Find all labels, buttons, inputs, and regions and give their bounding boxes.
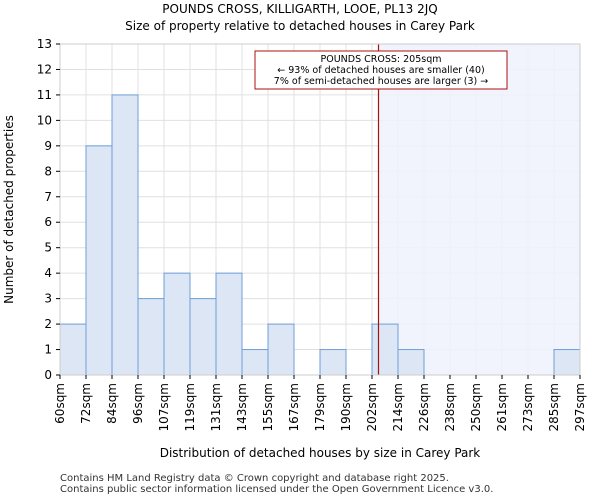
x-tick-label: 190sqm <box>339 383 353 431</box>
x-tick-label: 202sqm <box>365 383 379 431</box>
x-tick-label: 261sqm <box>495 383 509 431</box>
bar <box>371 323 399 376</box>
x-tick-label: 226sqm <box>417 383 431 431</box>
bar <box>85 145 113 376</box>
x-tick-label: 155sqm <box>261 383 275 431</box>
x-tick-label: 167sqm <box>287 383 301 431</box>
annotation-line: POUNDS CROSS: 205sqm <box>321 54 442 65</box>
x-tick-label: 72sqm <box>79 383 93 424</box>
x-tick-label: 60sqm <box>53 383 67 424</box>
bar <box>397 349 425 376</box>
footer-line-1: Contains HM Land Registry data © Crown c… <box>60 473 449 484</box>
x-tick-label: 119sqm <box>183 383 197 431</box>
x-tick-label: 250sqm <box>469 383 483 431</box>
y-tick-label: 6 <box>44 215 52 229</box>
y-tick-label: 11 <box>37 88 52 102</box>
y-tick-label: 9 <box>44 139 52 153</box>
y-tick-label: 8 <box>44 164 52 178</box>
x-tick-label: 84sqm <box>105 383 119 424</box>
x-tick-label: 131sqm <box>209 383 223 431</box>
y-tick-label: 13 <box>37 37 52 51</box>
y-tick-label: 7 <box>44 190 52 204</box>
chart-title: POUNDS CROSS, KILLIGARTH, LOOE, PL13 2JQ <box>162 2 438 16</box>
x-tick-label: 273sqm <box>521 383 535 431</box>
bar <box>553 349 581 376</box>
x-tick-label: 214sqm <box>391 383 405 431</box>
bar <box>137 298 165 376</box>
bar <box>59 323 87 376</box>
bar <box>267 323 295 376</box>
y-tick-label: 5 <box>44 241 52 255</box>
y-tick-label: 4 <box>44 266 52 280</box>
x-tick-label: 297sqm <box>573 383 587 431</box>
x-axis-label: Distribution of detached houses by size … <box>160 446 481 460</box>
x-tick-label: 285sqm <box>547 383 561 431</box>
x-tick-label: 179sqm <box>313 383 327 431</box>
bar <box>215 272 243 376</box>
annotation-box <box>254 50 508 90</box>
y-tick-label: 0 <box>44 368 52 382</box>
bar <box>111 94 139 376</box>
bar <box>163 272 191 376</box>
y-axis-label: Number of detached properties <box>2 115 16 304</box>
footer-line-2: Contains public sector information licen… <box>60 484 494 495</box>
x-tick-label: 238sqm <box>443 383 457 431</box>
x-tick-label: 107sqm <box>157 383 171 431</box>
y-tick-label: 12 <box>37 62 52 76</box>
y-tick-label: 3 <box>44 292 52 306</box>
x-tick-label: 96sqm <box>131 383 145 424</box>
annotation-line: ← 93% of detached houses are smaller (40… <box>277 65 484 76</box>
y-tick-label: 2 <box>44 317 52 331</box>
x-tick-label: 143sqm <box>235 383 249 431</box>
larger-region-shade <box>378 44 580 375</box>
y-tick-label: 10 <box>37 113 52 127</box>
annotation-line: 7% of semi-detached houses are larger (3… <box>274 76 488 87</box>
chart-subtitle: Size of property relative to detached ho… <box>125 19 475 33</box>
bar <box>319 349 347 376</box>
y-tick-label: 1 <box>44 343 52 357</box>
bar <box>241 349 269 376</box>
bar <box>189 298 217 376</box>
